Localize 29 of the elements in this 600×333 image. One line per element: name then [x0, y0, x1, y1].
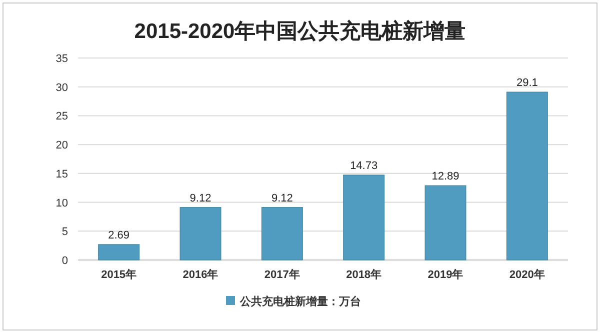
x-tick-label: 2015年 — [101, 268, 137, 281]
bar — [261, 207, 303, 260]
bar — [343, 174, 385, 260]
x-tick-label: 2018年 — [346, 268, 382, 281]
x-tick-label: 2019年 — [428, 268, 464, 281]
bar — [98, 244, 140, 260]
data-label: 12.89 — [432, 170, 460, 183]
x-tick-label: 2016年 — [182, 268, 218, 281]
data-label: 9.12 — [271, 192, 293, 204]
x-tick-label: 2017年 — [264, 268, 300, 281]
title: 2015-2020年中国公共充电桩新增量 — [134, 20, 466, 43]
data-label: 29.1 — [516, 77, 538, 90]
bar — [180, 207, 222, 260]
legend: 公共充电桩新增量：万台 — [226, 296, 361, 308]
y-tick-label: 25 — [56, 110, 68, 123]
bar — [506, 92, 548, 260]
data-label: 2.69 — [108, 229, 130, 242]
y-tick-label: 20 — [56, 140, 68, 152]
y-tick-label: 30 — [56, 82, 68, 94]
legend-label: 公共充电桩新增量：万台 — [239, 295, 361, 308]
y-tick-label: 5 — [62, 226, 68, 238]
bar — [424, 185, 466, 260]
data-label: 14.73 — [350, 160, 378, 172]
y-tick-label: 15 — [56, 168, 68, 180]
x-tick-label: 2020年 — [509, 268, 545, 281]
y-tick-label: 35 — [56, 53, 68, 65]
y-tick-label: 0 — [62, 255, 68, 267]
data-label: 9.12 — [190, 192, 212, 204]
y-tick-label: 10 — [56, 197, 68, 210]
